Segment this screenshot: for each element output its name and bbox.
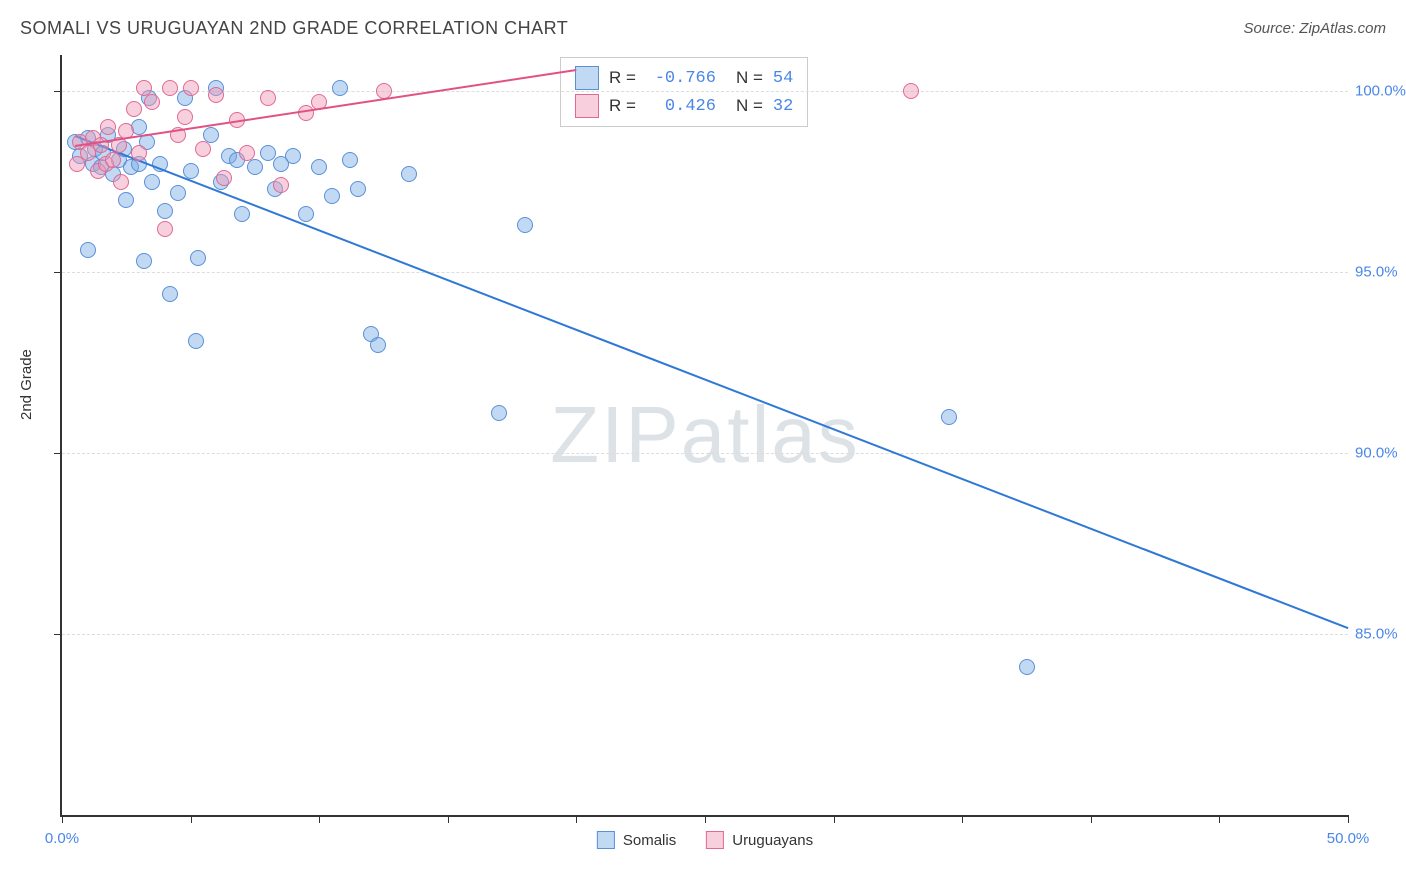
- legend-n-value: 32: [773, 97, 793, 116]
- y-tick: [54, 91, 62, 92]
- data-point: [144, 174, 160, 190]
- x-tick: [1219, 815, 1220, 823]
- y-tick: [54, 453, 62, 454]
- data-point: [370, 337, 386, 353]
- legend-swatch: [706, 831, 724, 849]
- series-name: Somalis: [623, 832, 676, 849]
- y-tick: [54, 272, 62, 273]
- data-point: [183, 163, 199, 179]
- chart-header: SOMALI VS URUGUAYAN 2ND GRADE CORRELATIO…: [20, 18, 1386, 48]
- gridline: [62, 453, 1348, 454]
- x-tick: [1348, 815, 1349, 823]
- x-tick: [319, 815, 320, 823]
- data-point: [401, 166, 417, 182]
- data-point: [126, 101, 142, 117]
- scatter-chart: ZIPatlas R =-0.766N =54R = 0.426N =32 So…: [60, 55, 1348, 817]
- series-legend: Somalis Uruguayans: [597, 831, 813, 849]
- data-point: [195, 141, 211, 157]
- legend-row: R = 0.426 N = 32: [575, 92, 793, 120]
- legend-swatch: [575, 66, 599, 90]
- data-point: [285, 148, 301, 164]
- data-point: [162, 286, 178, 302]
- gridline: [62, 634, 1348, 635]
- x-tick: [962, 815, 963, 823]
- data-point: [324, 188, 340, 204]
- data-point: [177, 109, 193, 125]
- data-point: [298, 105, 314, 121]
- data-point: [350, 181, 366, 197]
- data-point: [941, 409, 957, 425]
- data-point: [234, 206, 250, 222]
- data-point: [311, 159, 327, 175]
- chart-source: Source: ZipAtlas.com: [1243, 20, 1386, 37]
- data-point: [157, 203, 173, 219]
- data-point: [190, 250, 206, 266]
- series-name: Uruguayans: [732, 832, 813, 849]
- x-tick: [191, 815, 192, 823]
- data-point: [80, 242, 96, 258]
- data-point: [517, 217, 533, 233]
- data-point: [144, 94, 160, 110]
- data-point: [273, 177, 289, 193]
- data-point: [216, 170, 232, 186]
- data-point: [903, 83, 919, 99]
- legend-n-value: 54: [773, 69, 793, 88]
- data-point: [131, 145, 147, 161]
- y-axis-label: 2nd Grade: [18, 349, 35, 420]
- data-point: [113, 174, 129, 190]
- x-tick: [62, 815, 63, 823]
- data-point: [1019, 659, 1035, 675]
- x-tick: [1091, 815, 1092, 823]
- data-point: [247, 159, 263, 175]
- data-point: [332, 80, 348, 96]
- x-tick-label: 50.0%: [1327, 830, 1370, 847]
- data-point: [183, 80, 199, 96]
- y-tick-label: 90.0%: [1355, 445, 1406, 462]
- data-point: [157, 221, 173, 237]
- data-point: [100, 119, 116, 135]
- watermark: ZIPatlas: [550, 389, 859, 481]
- x-tick: [834, 815, 835, 823]
- legend-swatch: [575, 94, 599, 118]
- legend-n-label: N =: [736, 96, 763, 116]
- legend-n-label: N =: [736, 68, 763, 88]
- chart-title: SOMALI VS URUGUAYAN 2ND GRADE CORRELATIO…: [20, 18, 568, 38]
- data-point: [298, 206, 314, 222]
- y-tick-label: 85.0%: [1355, 626, 1406, 643]
- data-point: [203, 127, 219, 143]
- series-legend-item: Uruguayans: [706, 831, 813, 849]
- gridline: [62, 91, 1348, 92]
- data-point: [162, 80, 178, 96]
- data-point: [491, 405, 507, 421]
- data-point: [136, 253, 152, 269]
- trend-line: [74, 135, 1348, 629]
- y-tick-label: 95.0%: [1355, 264, 1406, 281]
- x-tick: [576, 815, 577, 823]
- legend-r-value: -0.766: [646, 69, 716, 88]
- series-legend-item: Somalis: [597, 831, 676, 849]
- data-point: [170, 185, 186, 201]
- data-point: [208, 87, 224, 103]
- legend-row: R = -0.766 N = 54: [575, 64, 793, 92]
- gridline: [62, 272, 1348, 273]
- data-point: [105, 152, 121, 168]
- legend-r-label: R =: [609, 96, 636, 116]
- legend-r-label: R =: [609, 68, 636, 88]
- data-point: [239, 145, 255, 161]
- legend-r-value: 0.426: [646, 97, 716, 116]
- y-tick-label: 100.0%: [1355, 83, 1406, 100]
- x-tick: [705, 815, 706, 823]
- data-point: [118, 192, 134, 208]
- data-point: [188, 333, 204, 349]
- data-point: [342, 152, 358, 168]
- y-tick: [54, 634, 62, 635]
- data-point: [260, 90, 276, 106]
- legend-swatch: [597, 831, 615, 849]
- x-tick-label: 0.0%: [45, 830, 79, 847]
- x-tick: [448, 815, 449, 823]
